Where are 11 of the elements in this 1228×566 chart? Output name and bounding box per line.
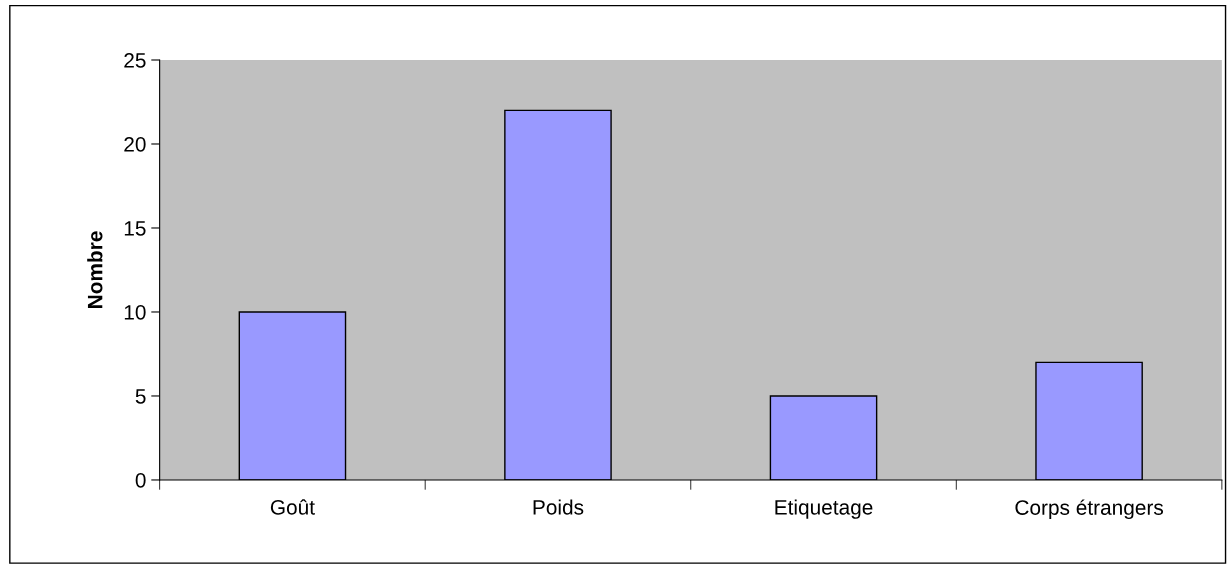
y-axis-title: Nombre — [87, 231, 103, 308]
y-tick-label: 5 — [135, 389, 146, 404]
x-tick-label: Poids — [533, 499, 584, 515]
y-tick-label: 25 — [124, 53, 146, 68]
x-tick-label: Goût — [270, 499, 315, 515]
y-tick-label: 20 — [124, 136, 146, 152]
y-tick-label: 10 — [124, 304, 146, 320]
x-tick-label: Etiquetage — [775, 499, 873, 519]
y-tick-label: 0 — [135, 472, 146, 488]
x-tick-label: Corps étrangers — [1015, 499, 1164, 520]
y-tick-label: 15 — [124, 221, 146, 236]
